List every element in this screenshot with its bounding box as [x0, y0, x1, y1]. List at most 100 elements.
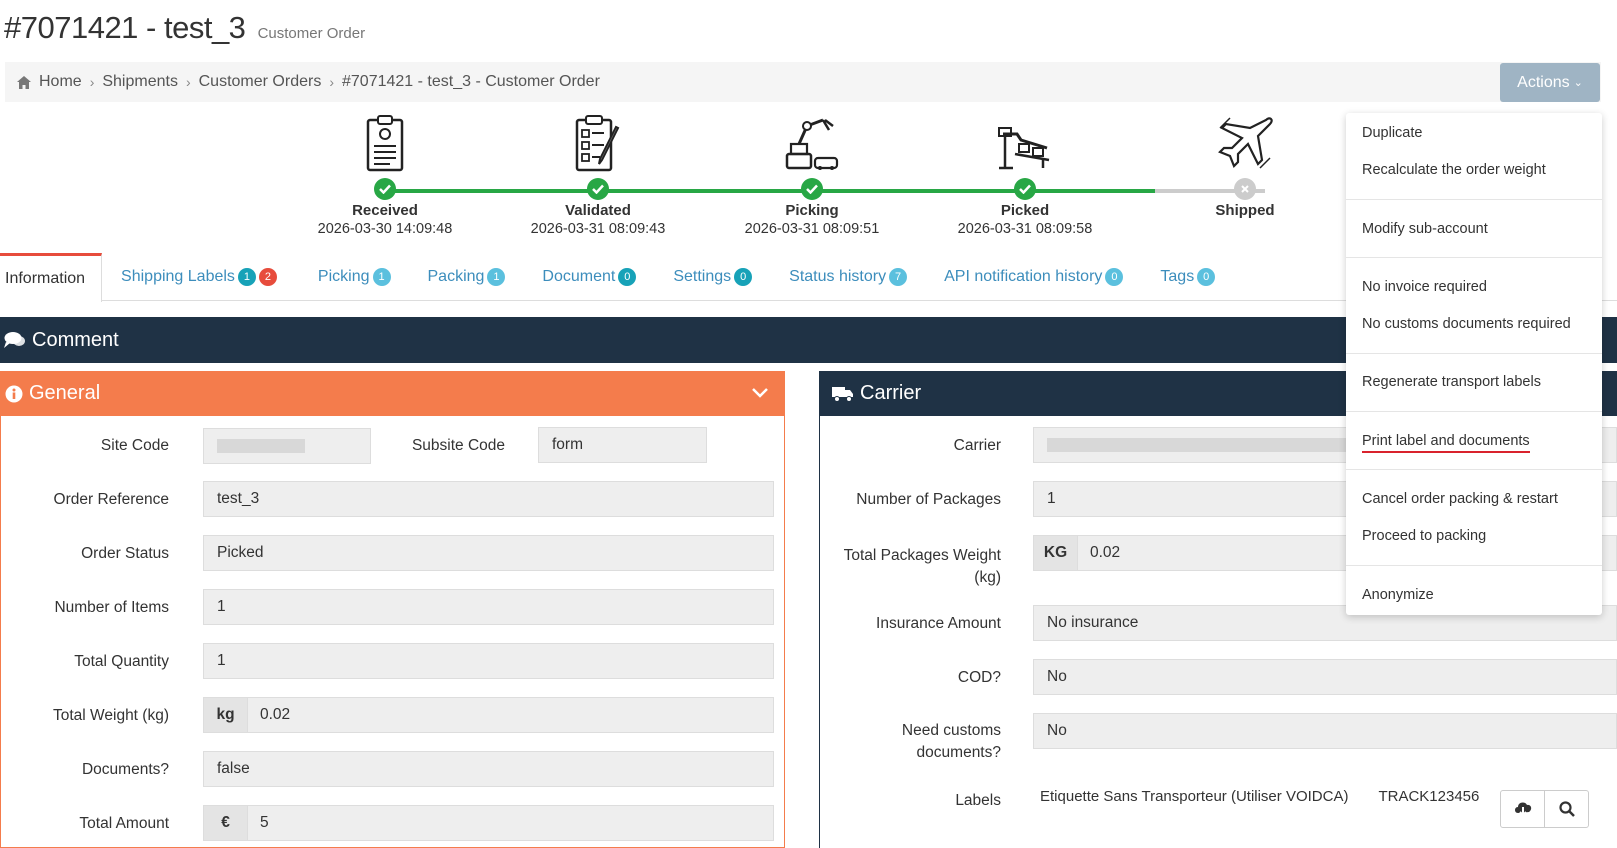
- tab-label: Tags: [1160, 268, 1195, 285]
- tab-api-notification-history[interactable]: API notification history 0: [922, 253, 1138, 301]
- tab-label: Packing: [427, 268, 485, 285]
- total-amount-field[interactable]: € 5: [203, 805, 774, 841]
- menu-item-duplicate[interactable]: Duplicate: [1362, 125, 1423, 141]
- check-icon: [801, 178, 823, 200]
- step-name: Picked: [1000, 202, 1050, 219]
- info-circle-icon: [5, 385, 23, 402]
- badge: 0: [618, 268, 637, 286]
- badge: 0: [1197, 268, 1216, 286]
- menu-item-cancel-packing[interactable]: Cancel order packing & restart: [1362, 491, 1558, 507]
- order-title: #7071421 - test_3: [4, 10, 246, 45]
- label-line: documents?: [916, 744, 1001, 761]
- tab-picking[interactable]: Picking 1: [292, 253, 406, 301]
- badge: 0: [734, 268, 753, 286]
- total-quantity-field[interactable]: 1: [203, 643, 774, 679]
- tab-document[interactable]: Document 0: [520, 253, 651, 301]
- tab-settings[interactable]: Settings 0: [651, 253, 767, 301]
- tab-tags[interactable]: Tags 0: [1138, 253, 1230, 301]
- menu-divider: [1346, 411, 1602, 412]
- order-reference-field[interactable]: test_3: [203, 481, 774, 517]
- step-picked: Picked 2026-03-31 08:09:58: [915, 108, 1135, 237]
- chevron-down-icon[interactable]: [752, 388, 768, 398]
- step-validated: Validated 2026-03-31 08:09:43: [488, 108, 708, 237]
- step-received: Received 2026-03-30 14:09:48: [275, 108, 495, 237]
- step-time: 2026-03-31 08:09:51: [744, 221, 880, 237]
- label-entry: Etiquette Sans Transporteur (Utiliser VO…: [1040, 788, 1479, 805]
- badge: 2: [258, 268, 277, 286]
- menu-item-regenerate-labels[interactable]: Regenerate transport labels: [1362, 374, 1541, 390]
- tracking-number: TRACK123456: [1378, 788, 1480, 805]
- site-code-field[interactable]: [203, 428, 371, 464]
- general-title: General: [29, 382, 101, 404]
- subsite-code-field[interactable]: form: [538, 427, 707, 463]
- actions-button-label: Actions: [1517, 73, 1570, 91]
- breadcrumb-shipments[interactable]: Shipments: [102, 73, 178, 90]
- menu-item-recalculate-weight[interactable]: Recalculate the order weight: [1362, 162, 1546, 178]
- chevron-right-icon: ›: [329, 74, 334, 90]
- tab-shipping-labels[interactable]: Shipping Labels 1 2: [102, 253, 292, 301]
- progress-line-done: [385, 189, 1155, 193]
- documents-label: Documents?: [81, 761, 169, 778]
- menu-item-no-invoice[interactable]: No invoice required: [1362, 279, 1487, 295]
- carrier-label: Carrier: [953, 437, 1001, 454]
- step-name: Shipped: [1215, 202, 1275, 219]
- breadcrumb-customer-orders[interactable]: Customer Orders: [198, 73, 322, 90]
- general-panel-header[interactable]: General: [1, 371, 784, 416]
- menu-item-no-customs[interactable]: No customs documents required: [1362, 316, 1571, 332]
- status-tracker: Received 2026-03-30 14:09:48 Validated 2…: [300, 108, 1300, 238]
- tab-label: Settings: [673, 268, 732, 285]
- breadcrumb-current: #7071421 - test_3 - Customer Order: [342, 73, 600, 90]
- view-label-button[interactable]: [1544, 790, 1589, 828]
- page-subtitle: Customer Order: [257, 25, 366, 42]
- currency-addon: €: [204, 806, 248, 840]
- step-name: Received: [352, 202, 418, 219]
- tab-bar: Information Shipping Labels 1 2 Picking 1 P…: [0, 253, 1617, 302]
- x-circle-icon: [1234, 178, 1256, 200]
- labels-label: Labels: [955, 792, 1001, 809]
- carrier-title: Carrier: [860, 382, 922, 404]
- cod-field[interactable]: No: [1033, 659, 1617, 695]
- need-customs-field[interactable]: No: [1033, 713, 1617, 749]
- tab-label: Information: [5, 270, 86, 287]
- menu-item-anonymize[interactable]: Anonymize: [1362, 587, 1434, 603]
- insurance-amount-label: Insurance Amount: [876, 615, 1001, 632]
- step-picking: Picking 2026-03-31 08:09:51: [702, 108, 922, 237]
- actions-dropdown-menu: Duplicate Recalculate the order weight M…: [1346, 113, 1602, 615]
- documents-field[interactable]: false: [203, 751, 774, 787]
- total-quantity-label: Total Quantity: [74, 653, 169, 670]
- conveyor-icon: [915, 108, 1135, 172]
- weight-unit-addon: KG: [1034, 536, 1078, 570]
- download-label-button[interactable]: [1500, 790, 1545, 828]
- home-icon: [17, 75, 31, 89]
- badge: 1: [372, 268, 391, 286]
- badge: 1: [237, 268, 256, 286]
- step-time: 2026-03-31 08:09:43: [530, 221, 666, 237]
- order-status-field[interactable]: Picked: [203, 535, 774, 571]
- tab-information[interactable]: Information: [0, 253, 103, 302]
- label-line: Total Packages Weight: [843, 547, 1001, 564]
- number-of-packages-label: Number of Packages: [856, 491, 1001, 508]
- label-line: Need customs: [901, 722, 1001, 739]
- chevron-down-icon: ⌄: [1573, 77, 1583, 89]
- menu-item-proceed-packing[interactable]: Proceed to packing: [1362, 528, 1487, 544]
- badge: 0: [1105, 268, 1124, 286]
- menu-divider: [1346, 199, 1602, 200]
- chevron-right-icon: ›: [185, 74, 191, 90]
- weight-unit-addon: kg: [204, 698, 248, 732]
- step-name: Picking: [785, 202, 839, 219]
- tab-status-history[interactable]: Status history 7: [767, 253, 922, 301]
- breadcrumb-home[interactable]: Home: [17, 73, 82, 91]
- menu-item-modify-sub-account[interactable]: Modify sub-account: [1362, 221, 1488, 237]
- total-weight-field[interactable]: kg 0.02: [203, 697, 774, 733]
- total-packages-weight-value: 0.02: [1090, 544, 1121, 561]
- tab-packing[interactable]: Packing 1: [406, 253, 521, 301]
- robot-arm-icon: [702, 108, 922, 172]
- cloud-download-icon: [1514, 802, 1531, 817]
- truck-icon: [832, 386, 853, 402]
- check-icon: [1014, 178, 1036, 200]
- menu-item-print-label[interactable]: Print label and documents: [1362, 433, 1530, 453]
- order-reference-label: Order Reference: [53, 491, 169, 508]
- tab-label: Picking: [317, 268, 370, 285]
- number-of-items-field[interactable]: 1: [203, 589, 774, 625]
- actions-button[interactable]: Actions ⌄: [1500, 63, 1600, 102]
